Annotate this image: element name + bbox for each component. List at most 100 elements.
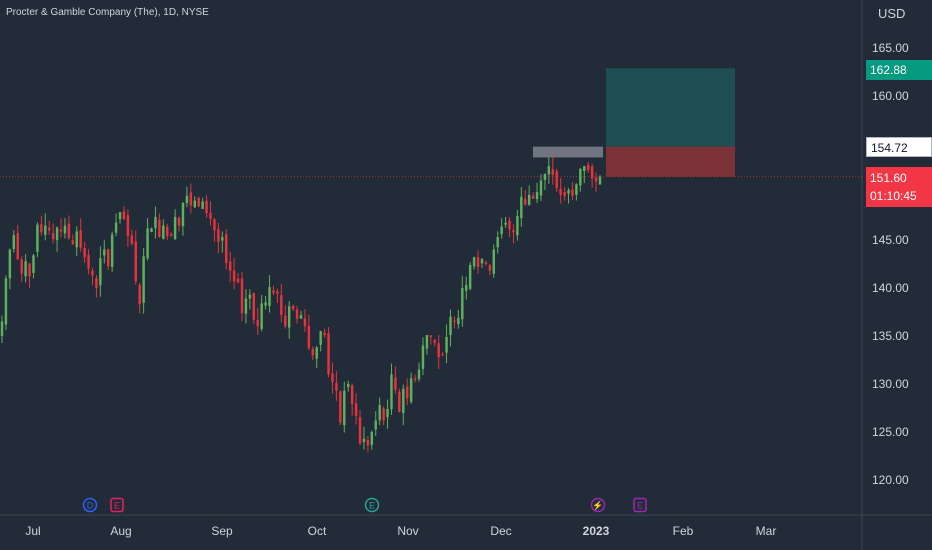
- x-tick-label: Dec: [490, 524, 511, 538]
- candle-body: [110, 234, 114, 268]
- candle-body: [28, 263, 31, 277]
- candle-body: [209, 212, 212, 219]
- candle-body: [465, 285, 468, 291]
- candle-body: [272, 290, 275, 293]
- candle-body: [107, 249, 110, 266]
- candle-body: [268, 287, 271, 307]
- candle-body: [413, 378, 417, 380]
- candle-body: [543, 173, 547, 181]
- candle-body: [390, 374, 393, 410]
- candle-body: [20, 259, 23, 274]
- marker-label: ⚡: [592, 500, 603, 512]
- bar-countdown: 01:10:45: [870, 189, 917, 203]
- candle-body: [350, 385, 354, 405]
- candle-body: [71, 240, 75, 244]
- candle-body: [205, 200, 208, 214]
- candle-body: [504, 222, 507, 225]
- candle-body: [500, 226, 503, 235]
- candle-body: [457, 317, 460, 324]
- candle-body: [213, 219, 216, 231]
- candle-body: [146, 228, 149, 259]
- symbol-title[interactable]: Procter & Gamble Company (The), 1D, NYSE: [6, 7, 209, 18]
- candle-body: [162, 225, 165, 239]
- y-tick-label: 165.00: [872, 41, 909, 55]
- candle-body: [488, 265, 492, 271]
- candle-body: [311, 349, 315, 356]
- candle-body: [429, 335, 433, 337]
- y-tick-label: 120.00: [872, 473, 909, 487]
- x-tick-label: 2023: [583, 524, 610, 538]
- candle-body: [449, 316, 452, 336]
- candle-body: [567, 190, 570, 194]
- candle-body: [252, 293, 256, 320]
- candle-body: [8, 249, 12, 279]
- y-tick-label: 145.00: [872, 233, 909, 247]
- candle-body: [51, 233, 55, 240]
- candle-body: [555, 171, 558, 189]
- candle-body: [4, 278, 8, 325]
- candle-body: [91, 270, 94, 276]
- earnings-marker: E: [110, 497, 124, 513]
- candle-body: [445, 336, 448, 353]
- candle-body: [307, 325, 311, 349]
- candle-body: [303, 318, 307, 327]
- candle-body: [142, 256, 145, 303]
- candle-body: [138, 284, 141, 305]
- candle-body: [531, 195, 535, 199]
- x-tick-label: Sep: [211, 524, 233, 538]
- candle-body: [374, 420, 377, 430]
- currency-label[interactable]: USD: [878, 6, 906, 21]
- candle-body: [598, 176, 602, 185]
- marker-label: D: [87, 501, 94, 511]
- candle-body: [295, 309, 299, 319]
- candle-body: [472, 257, 476, 267]
- candle-body: [291, 305, 295, 310]
- candle-body: [36, 224, 39, 252]
- marker-label: E: [369, 501, 375, 511]
- candle-body: [468, 264, 472, 289]
- candle-body: [583, 166, 586, 171]
- candle-body: [256, 319, 259, 327]
- candle-body: [44, 225, 47, 235]
- candle-body: [87, 254, 90, 269]
- last-price-tag: 151.60 01:10:45: [866, 167, 932, 207]
- candle-body: [79, 230, 82, 248]
- candle-body: [524, 199, 527, 205]
- candle-body: [130, 235, 134, 244]
- candle-body: [59, 229, 63, 232]
- candle-body: [547, 166, 551, 175]
- candle-body: [527, 194, 531, 205]
- entry-price-tag: 154.72: [866, 137, 932, 157]
- candle-body: [126, 215, 130, 237]
- candle-body: [284, 315, 287, 327]
- candle-body: [150, 228, 153, 233]
- candle-body: [370, 432, 374, 445]
- candle-body: [563, 192, 566, 196]
- dividend-marker: D: [82, 497, 98, 513]
- candle-body: [103, 249, 106, 256]
- candle-body: [366, 439, 370, 446]
- candle-body: [217, 229, 220, 242]
- candle-body: [173, 216, 177, 240]
- candle-body: [287, 306, 291, 328]
- candle-body: [197, 197, 200, 207]
- candle-body: [512, 229, 515, 233]
- candle-body: [83, 248, 86, 258]
- candle-body: [299, 314, 303, 319]
- plot-area[interactable]: D E E ⚡ E: [0, 68, 862, 513]
- y-tick-label: 125.00: [872, 425, 909, 439]
- candle-body: [571, 189, 574, 196]
- candle-body: [406, 386, 409, 399]
- candle-body: [63, 225, 67, 234]
- candle-body: [354, 403, 358, 416]
- candle-body: [433, 340, 436, 343]
- candle-body: [16, 233, 19, 260]
- candle-body: [559, 189, 562, 195]
- candle-body: [248, 294, 252, 299]
- x-tick-label: Aug: [110, 524, 131, 538]
- x-tick-label: Mar: [756, 524, 777, 538]
- marker-shape: [110, 497, 124, 513]
